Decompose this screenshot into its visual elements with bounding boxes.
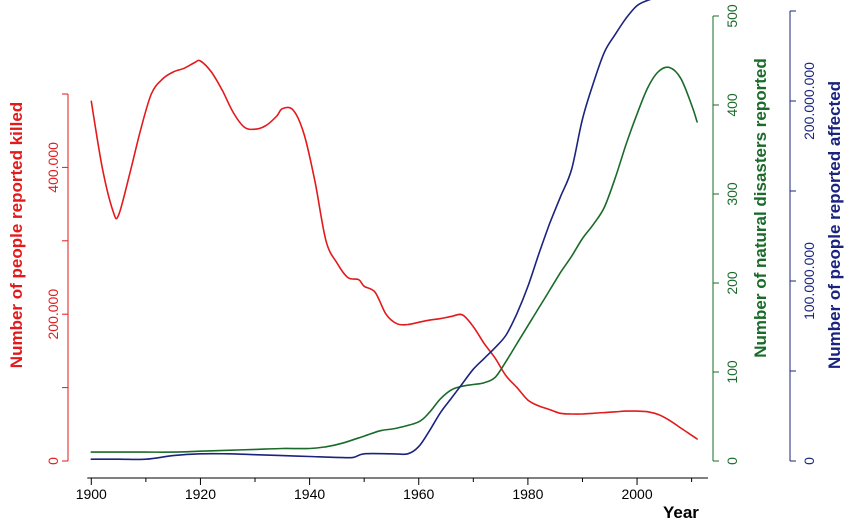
killed-axis-title: Number of people reported killed — [7, 102, 26, 368]
x-tick-label: 1940 — [294, 486, 325, 502]
disasters-tick-label: 500 — [724, 4, 740, 28]
disasters-tick-label: 300 — [724, 182, 740, 206]
killed-tick-label: 400.000 — [45, 142, 61, 193]
disasters-axis-title: Number of natural disasters reported — [751, 58, 770, 357]
disasters-axis: 0 100 200 300 400 500 — [712, 4, 740, 465]
disasters-tick-label: 100 — [724, 360, 740, 384]
disasters-tick-label: 200 — [724, 271, 740, 295]
affected-tick-label: 0 — [801, 457, 817, 465]
affected-axis: 0 100.000.000 200.000.000 — [789, 10, 817, 465]
x-tick-label: 1920 — [185, 486, 216, 502]
series-line-killed — [90, 59, 698, 440]
disasters-tick-label: 400 — [724, 93, 740, 117]
x-tick-label: 1960 — [403, 486, 434, 502]
y-axes: 0 200.000 400.000 0 100 200 300 400 500 0 100.000.… — [45, 4, 817, 465]
killed-tick-label: 200.000 — [45, 289, 61, 340]
series-lines — [90, 0, 698, 461]
affected-tick-label: 200.000.000 — [801, 62, 817, 140]
x-axis-title: Year — [663, 503, 699, 522]
affected-tick-label: 100.000.000 — [801, 242, 817, 320]
killed-axis: 0 200.000 400.000 — [45, 93, 69, 465]
disasters-tick-label: 0 — [724, 457, 740, 465]
killed-tick-label: 0 — [45, 457, 61, 465]
x-axis: 1900 1920 1940 1960 1980 2000 — [76, 477, 708, 502]
x-tick-label: 1980 — [512, 486, 543, 502]
x-tick-label: 2000 — [621, 486, 652, 502]
series-line-affected — [90, 0, 652, 461]
x-tick-label: 1900 — [76, 486, 107, 502]
series-line-disasters — [90, 66, 698, 453]
affected-axis-title: Number of people reported affected — [825, 81, 844, 369]
